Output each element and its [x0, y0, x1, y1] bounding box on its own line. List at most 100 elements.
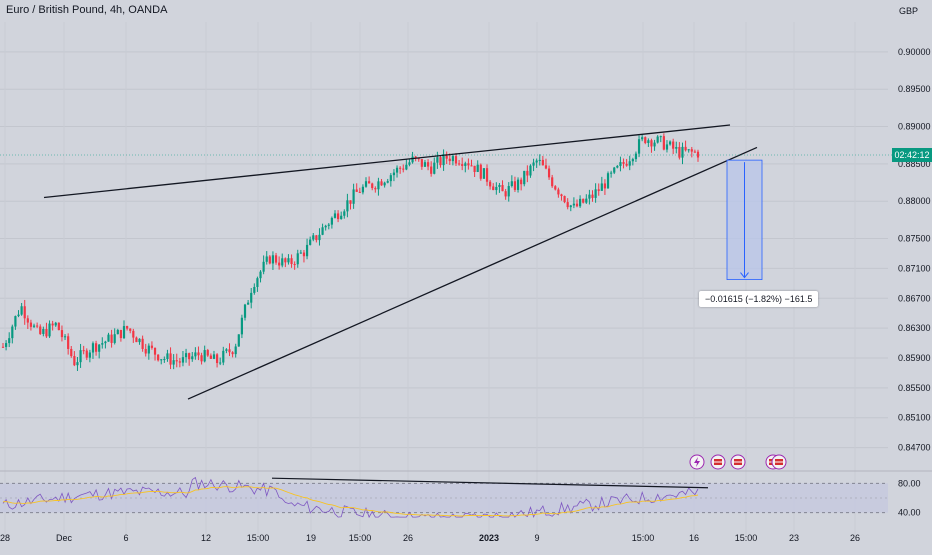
candle-body [358, 191, 361, 193]
candle-body [296, 253, 299, 265]
price-tick-label: 0.86700 [898, 293, 931, 303]
candle-body [591, 194, 594, 198]
candle-body [200, 355, 203, 362]
candle-body [507, 186, 510, 197]
candle-body [240, 317, 244, 335]
candle-body [135, 337, 138, 343]
candle-body [672, 141, 675, 149]
candle-body [557, 189, 560, 195]
candle-body [91, 343, 95, 353]
candle-body [371, 183, 374, 189]
candle-body [281, 258, 284, 266]
rsi-ma-line [2, 486, 699, 517]
candle-body [641, 137, 644, 140]
candle-body [122, 326, 126, 339]
candle-body [414, 156, 417, 159]
time-tick-label: 28 [0, 533, 10, 543]
candle-body [417, 158, 420, 160]
candle-body [172, 360, 175, 365]
measure-label: −0.01615 (−1.82%) −161.5 [699, 291, 819, 307]
candle-body [234, 346, 237, 355]
candle-body [98, 344, 101, 352]
candle-body [194, 352, 197, 357]
candle-body [436, 157, 439, 163]
candle-body [610, 172, 613, 174]
time-tick-label: Dec [56, 533, 73, 543]
candle-body [20, 306, 23, 315]
candle-body [470, 165, 473, 167]
candle-body [191, 356, 194, 360]
candle-body [222, 350, 225, 363]
candle-body [600, 183, 603, 191]
candle-body [650, 140, 653, 147]
time-tick-label: 26 [850, 533, 860, 543]
candle-body [147, 345, 150, 354]
candle-body [299, 252, 302, 254]
price-tick-label: 0.89500 [898, 84, 931, 94]
candle-body [513, 181, 517, 190]
candle-body [426, 162, 430, 167]
candle-body [582, 198, 585, 203]
candle-body [457, 163, 461, 165]
candle-body [541, 159, 544, 166]
candle-body [67, 336, 70, 349]
time-tick-label: 15:00 [247, 533, 270, 543]
candle-body [57, 322, 60, 331]
candle-body [346, 200, 349, 212]
candle-body [237, 334, 240, 347]
candle-body [225, 349, 228, 351]
candle-body [554, 186, 557, 190]
time-tick-label: 6 [123, 533, 128, 543]
candle-body [526, 170, 529, 176]
candle-body [29, 322, 33, 327]
price-tick-label: 0.84700 [898, 443, 931, 453]
candle-body [485, 168, 489, 182]
candle-body [678, 147, 681, 158]
price-tick-label: 0.87100 [898, 263, 931, 273]
candle-body [467, 163, 470, 166]
candle-body [364, 181, 368, 187]
candle-body [659, 136, 662, 138]
price-tick-label: 0.88000 [898, 196, 931, 206]
candle-body [489, 181, 492, 187]
candle-body [228, 349, 231, 353]
candle-body [594, 189, 597, 198]
candle-body [5, 343, 8, 347]
candle-body [178, 361, 181, 363]
candle-body [343, 211, 346, 216]
candle-body [423, 162, 427, 167]
candle-body [383, 182, 386, 186]
candle-body [203, 350, 206, 362]
time-tick-label: 15:00 [632, 533, 655, 543]
candle-body [389, 175, 392, 182]
candle-body [625, 163, 628, 166]
candle-body [144, 348, 147, 354]
rsi-level-label: 40.00 [898, 508, 921, 518]
candle-body [628, 161, 631, 166]
candle-body [588, 194, 591, 199]
price-tick-label: 0.85500 [898, 383, 931, 393]
candle-body [215, 354, 219, 364]
time-tick-label: 23 [789, 533, 799, 543]
candle-body [181, 357, 185, 363]
candle-body [520, 179, 523, 185]
candle-body [495, 186, 498, 191]
candle-body [160, 359, 163, 361]
lightning-icon-glyph [694, 457, 700, 467]
price-tick-label: 0.86300 [898, 323, 931, 333]
candle-body [349, 200, 352, 204]
candle-body [250, 292, 253, 303]
candle-body [330, 217, 333, 225]
upper-trendline [43, 124, 731, 199]
time-tick-label: 16 [689, 533, 699, 543]
candle-body [430, 166, 433, 174]
candle-body [575, 203, 579, 207]
candle-body [175, 360, 178, 362]
candle-body [302, 252, 306, 257]
candle-body [693, 151, 696, 153]
candle-body [504, 191, 507, 197]
candle-body [476, 164, 479, 172]
candle-body [206, 350, 209, 356]
